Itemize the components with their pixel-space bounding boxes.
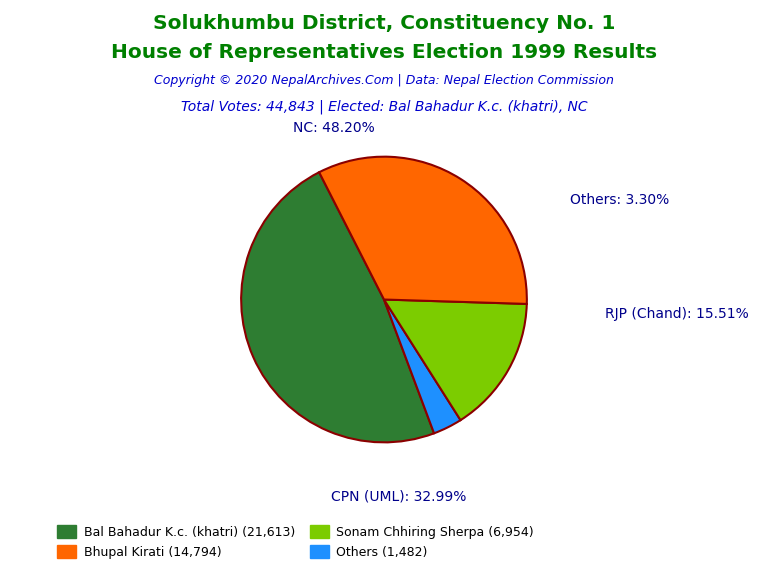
- Text: Total Votes: 44,843 | Elected: Bal Bahadur K.c. (khatri), NC: Total Votes: 44,843 | Elected: Bal Bahad…: [180, 99, 588, 113]
- Text: Solukhumbu District, Constituency No. 1: Solukhumbu District, Constituency No. 1: [153, 14, 615, 33]
- Wedge shape: [384, 300, 527, 420]
- Text: Others: 3.30%: Others: 3.30%: [570, 192, 669, 207]
- Text: Copyright © 2020 NepalArchives.Com | Data: Nepal Election Commission: Copyright © 2020 NepalArchives.Com | Dat…: [154, 74, 614, 87]
- Wedge shape: [384, 300, 461, 433]
- Wedge shape: [319, 157, 527, 304]
- Wedge shape: [241, 172, 434, 442]
- Legend: Bal Bahadur K.c. (khatri) (21,613), Bhupal Kirati (14,794), Sonam Chhiring Sherp: Bal Bahadur K.c. (khatri) (21,613), Bhup…: [52, 521, 538, 564]
- Text: NC: 48.20%: NC: 48.20%: [293, 121, 375, 135]
- Text: CPN (UML): 32.99%: CPN (UML): 32.99%: [330, 490, 466, 503]
- Text: House of Representatives Election 1999 Results: House of Representatives Election 1999 R…: [111, 43, 657, 62]
- Text: RJP (Chand): 15.51%: RJP (Chand): 15.51%: [605, 307, 749, 321]
